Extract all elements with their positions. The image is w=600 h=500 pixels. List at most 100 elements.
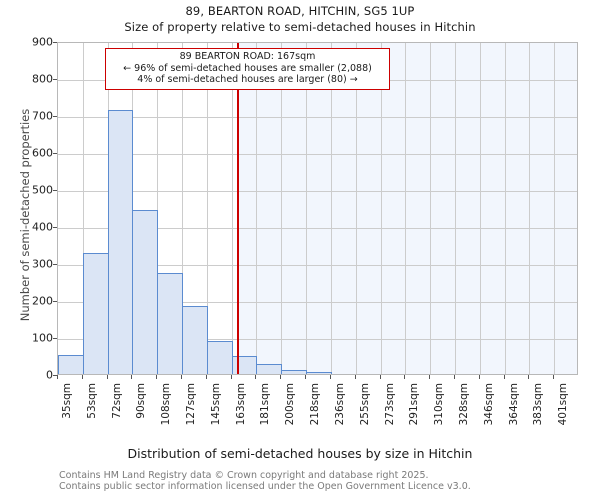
footer-copyright: Contains HM Land Registry data © Crown c…	[59, 470, 429, 481]
gridline-vertical	[480, 43, 481, 374]
gridline-vertical	[381, 43, 382, 374]
annotation-box: 89 BEARTON ROAD: 167sqm ← 96% of semi-de…	[105, 48, 390, 90]
y-axis: 0 100 200 300 400 500 600 700 800 900	[0, 0, 57, 500]
bar-108sqm	[157, 273, 183, 374]
y-axis-tick-mark	[53, 338, 57, 339]
x-axis-tick-label: 181sqm	[259, 383, 271, 426]
gridline-vertical	[157, 43, 158, 374]
x-axis-tick-mark	[528, 375, 529, 379]
y-axis-tick-mark	[53, 116, 57, 117]
x-axis-tick-label: 383sqm	[532, 383, 544, 426]
y-axis-tick-mark	[53, 79, 57, 80]
x-axis-tick-mark	[330, 375, 331, 379]
bar-163sqm	[232, 356, 257, 374]
x-axis-tick-mark	[255, 375, 256, 379]
x-axis-title: Distribution of semi-detached houses by …	[127, 446, 473, 461]
x-axis-tick-mark	[107, 375, 108, 379]
x-axis-tick-label: 310sqm	[433, 383, 445, 426]
gridline-horizontal	[58, 117, 577, 118]
y-axis-tick-label: 800	[32, 72, 53, 86]
gridline-vertical	[430, 43, 431, 374]
gridline-horizontal	[58, 339, 577, 340]
footer-licence: Contains public sector information licen…	[59, 481, 471, 492]
gridline-horizontal	[58, 154, 577, 155]
x-axis-tick-label: 364sqm	[508, 383, 520, 426]
x-axis-tick-label: 72sqm	[111, 383, 123, 419]
bar-53sqm	[83, 253, 109, 374]
x-axis-tick-mark	[553, 375, 554, 379]
y-axis-title: Number of semi-detached properties	[18, 108, 32, 322]
x-axis-tick-label: 127sqm	[185, 383, 197, 426]
gridline-vertical	[455, 43, 456, 374]
x-axis-tick-label: 255sqm	[359, 383, 371, 426]
x-axis-tick-mark	[380, 375, 381, 379]
plot-shade-region	[237, 43, 577, 374]
y-axis-tick-mark	[53, 301, 57, 302]
bar-72sqm	[108, 109, 133, 374]
gridline-vertical	[281, 43, 282, 374]
x-axis-tick-label: 401sqm	[557, 383, 569, 426]
y-axis-tick-label: 0	[46, 368, 53, 382]
y-axis-tick-mark	[53, 190, 57, 191]
y-axis-tick-label: 700	[32, 109, 53, 123]
gridline-vertical	[554, 43, 555, 374]
bar-181sqm	[256, 363, 282, 374]
bar-90sqm	[132, 210, 158, 374]
bar-35sqm	[58, 354, 84, 374]
x-axis-tick-mark	[231, 375, 232, 379]
bar-127sqm	[182, 306, 208, 374]
x-axis-tick-label: 291sqm	[408, 383, 420, 426]
plot-area	[57, 42, 578, 375]
gridline-vertical	[306, 43, 307, 374]
x-axis-tick-label: 145sqm	[210, 383, 222, 426]
gridline-vertical	[256, 43, 257, 374]
x-axis-tick-mark	[454, 375, 455, 379]
x-axis-tick-mark	[479, 375, 480, 379]
x-axis-tick-mark	[156, 375, 157, 379]
annotation-line-2: ← 96% of semi-detached houses are smalle…	[123, 62, 372, 74]
x-axis-tick-mark	[355, 375, 356, 379]
bar-218sqm	[306, 371, 332, 374]
x-axis-tick-label: 346sqm	[483, 383, 495, 426]
gridline-vertical	[83, 43, 84, 374]
y-axis-tick-mark	[53, 42, 57, 43]
x-axis-tick-label: 273sqm	[384, 383, 396, 426]
x-axis-tick-label: 328sqm	[458, 383, 470, 426]
property-marker-line	[237, 43, 239, 374]
x-axis-tick-label: 90sqm	[135, 383, 147, 419]
annotation-line-3: 4% of semi-detached houses are larger (8…	[137, 74, 358, 85]
y-axis-tick-label: 200	[32, 294, 53, 308]
y-axis-tick-label: 500	[32, 183, 53, 197]
gridline-vertical	[182, 43, 183, 374]
x-axis-tick-label: 35sqm	[61, 383, 73, 419]
y-axis-tick-label: 400	[32, 220, 53, 234]
gridline-vertical	[207, 43, 208, 374]
chart-subtitle: Size of property relative to semi-detach…	[124, 20, 476, 34]
y-axis-tick-label: 100	[32, 331, 53, 345]
chart-title: 89, BEARTON ROAD, HITCHIN, SG5 1UP	[185, 4, 415, 18]
x-axis-tick-mark	[504, 375, 505, 379]
x-axis-tick-mark	[131, 375, 132, 379]
gridline-horizontal	[58, 191, 577, 192]
y-axis-tick-mark	[53, 264, 57, 265]
x-axis-tick-label: 108sqm	[160, 383, 172, 426]
bar-145sqm	[207, 340, 233, 374]
gridline-vertical	[405, 43, 406, 374]
x-axis-tick-mark	[57, 375, 58, 379]
y-axis-tick-mark	[53, 375, 57, 376]
x-axis-tick-mark	[206, 375, 207, 379]
y-axis-tick-label: 600	[32, 146, 53, 160]
x-axis-tick-mark	[404, 375, 405, 379]
x-axis-tick-label: 218sqm	[309, 383, 321, 426]
y-axis-tick-label: 300	[32, 257, 53, 271]
gridline-horizontal	[58, 265, 577, 266]
annotation-line-1: 89 BEARTON ROAD: 167sqm	[179, 51, 316, 62]
x-axis-tick-mark	[82, 375, 83, 379]
x-axis-tick-label: 53sqm	[86, 383, 98, 419]
x-axis-tick-mark	[429, 375, 430, 379]
x-axis-tick-label: 163sqm	[235, 383, 247, 426]
gridline-vertical	[356, 43, 357, 374]
gridline-vertical	[232, 43, 233, 374]
bar-200sqm	[281, 369, 307, 374]
y-axis-tick-label: 900	[32, 35, 53, 49]
